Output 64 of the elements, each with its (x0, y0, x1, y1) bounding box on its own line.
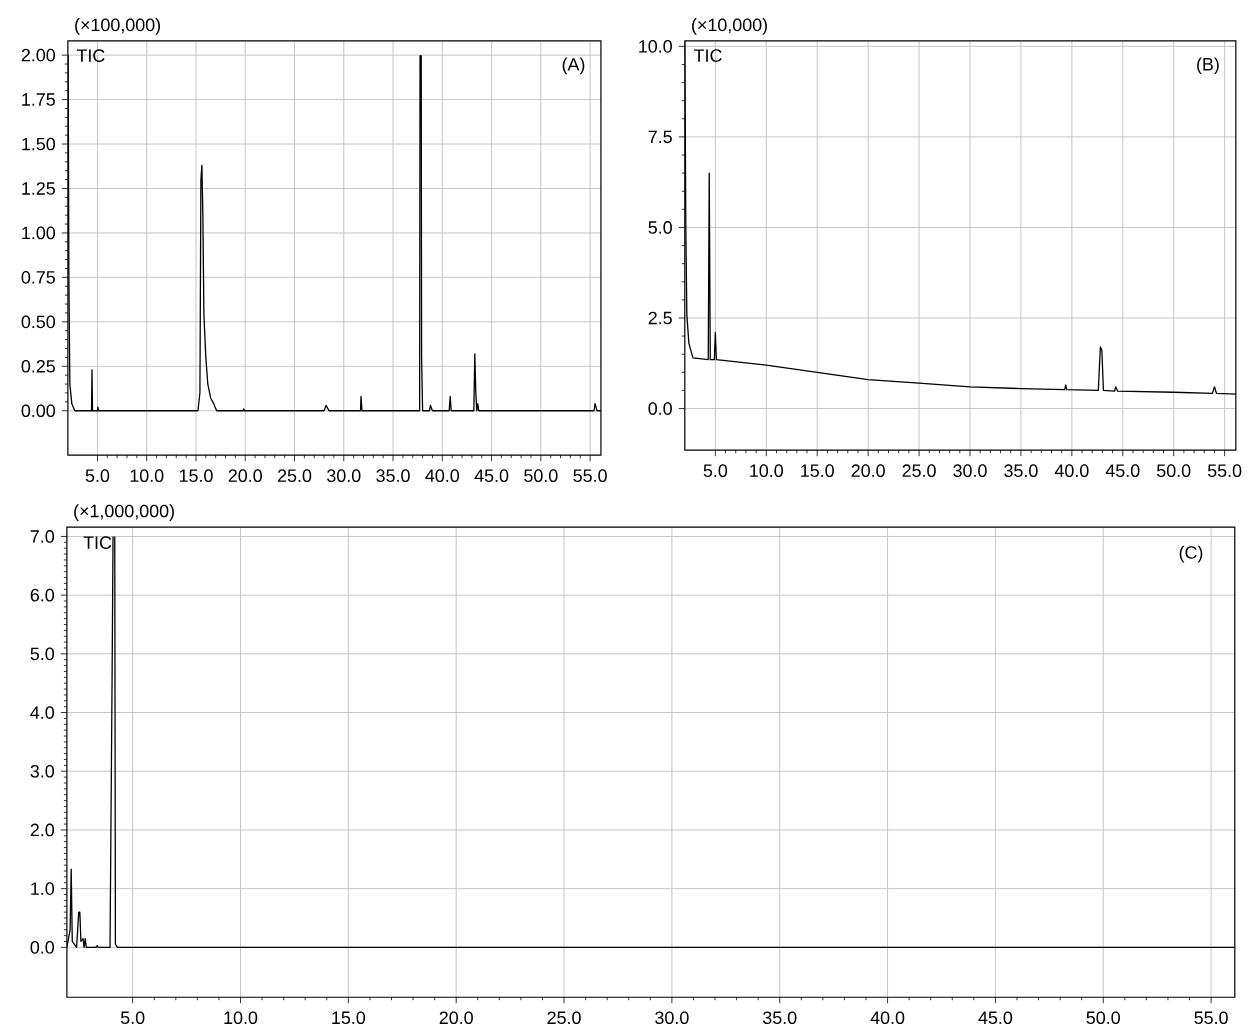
y-tick-label: 0.75 (21, 270, 55, 284)
y-tick-label: 0.0 (648, 402, 672, 415)
annotation: (B) (1197, 57, 1219, 75)
y-axis-title: (×1,000,000) (74, 504, 174, 521)
x-tick-label: 55.0 (1207, 464, 1242, 477)
x-tick-label: 50.0 (524, 469, 558, 482)
y-tick-label: 7.0 (30, 530, 55, 543)
y-tick-label: 1.00 (22, 226, 56, 240)
x-tick-label: 10.0 (130, 469, 164, 482)
y-tick-label: 1.25 (22, 182, 55, 195)
x-tick-label: 25.0 (902, 464, 936, 477)
y-tick-label: 0.00 (21, 404, 56, 417)
x-tick-label: 20.0 (851, 464, 885, 477)
y-tick-label: 0.50 (21, 315, 56, 329)
y-tick-label: 0.0 (30, 940, 55, 954)
x-tick-label: 30.0 (327, 469, 361, 482)
x-tick-label: 20.0 (228, 469, 262, 482)
y-tick-label: 7.5 (648, 130, 672, 144)
annotation: TIC (76, 49, 105, 62)
y-tick-label: 4.0 (30, 706, 55, 719)
x-tick-label: 35.0 (376, 469, 410, 482)
x-tick-label: 55.0 (1194, 1011, 1228, 1024)
x-tick-label: 15.0 (179, 469, 213, 482)
y-axis-title: (×100,000) (75, 17, 161, 35)
x-tick-label: 10.0 (224, 1011, 258, 1024)
annotation: (C) (1179, 545, 1203, 563)
x-tick-label: 50.0 (1157, 464, 1191, 477)
x-tick-label: 35.0 (762, 1011, 797, 1024)
x-tick-label: 45.0 (474, 469, 509, 482)
y-axis-title: (×10,000) (692, 17, 767, 35)
y-tick-label: 1.0 (31, 882, 55, 895)
annotation: TIC (694, 49, 722, 62)
x-tick-label: 55.0 (573, 469, 607, 482)
annotation: (A) (562, 57, 585, 75)
y-tick-label: 10.0 (639, 39, 672, 53)
x-tick-label: 35.0 (1004, 464, 1038, 477)
x-tick-label: 25.0 (547, 1011, 581, 1024)
x-tick-label: 30.0 (953, 464, 987, 477)
y-tick-label: 5.0 (30, 647, 55, 661)
x-tick-label: 45.0 (978, 1011, 1013, 1024)
annotation: TIC (83, 536, 112, 549)
x-tick-label: 40.0 (1054, 464, 1089, 477)
x-tick-label: 50.0 (1086, 1011, 1120, 1024)
x-tick-label: 5.0 (703, 464, 728, 477)
x-tick-label: 10.0 (750, 464, 784, 477)
y-tick-label: 3.0 (30, 764, 55, 778)
y-tick-label: 2.0 (30, 823, 55, 837)
y-tick-label: 2.00 (21, 48, 56, 62)
y-tick-label: 2.5 (648, 311, 672, 325)
x-tick-label: 40.0 (425, 469, 460, 482)
x-tick-label: 25.0 (277, 469, 312, 482)
x-tick-label: 30.0 (655, 1011, 689, 1024)
x-tick-label: 5.0 (85, 469, 110, 482)
y-tick-label: 0.25 (21, 359, 55, 373)
y-tick-label: 5.0 (648, 221, 672, 234)
x-tick-label: 40.0 (870, 1011, 905, 1024)
x-tick-label: 45.0 (1105, 464, 1140, 477)
y-tick-label: 1.75 (22, 93, 55, 106)
y-tick-label: 1.50 (22, 137, 56, 151)
x-tick-label: 5.0 (120, 1011, 145, 1024)
x-tick-label: 15.0 (801, 464, 834, 477)
y-tick-label: 6.0 (30, 588, 55, 602)
x-tick-label: 20.0 (439, 1011, 473, 1024)
x-tick-label: 15.0 (332, 1011, 366, 1024)
